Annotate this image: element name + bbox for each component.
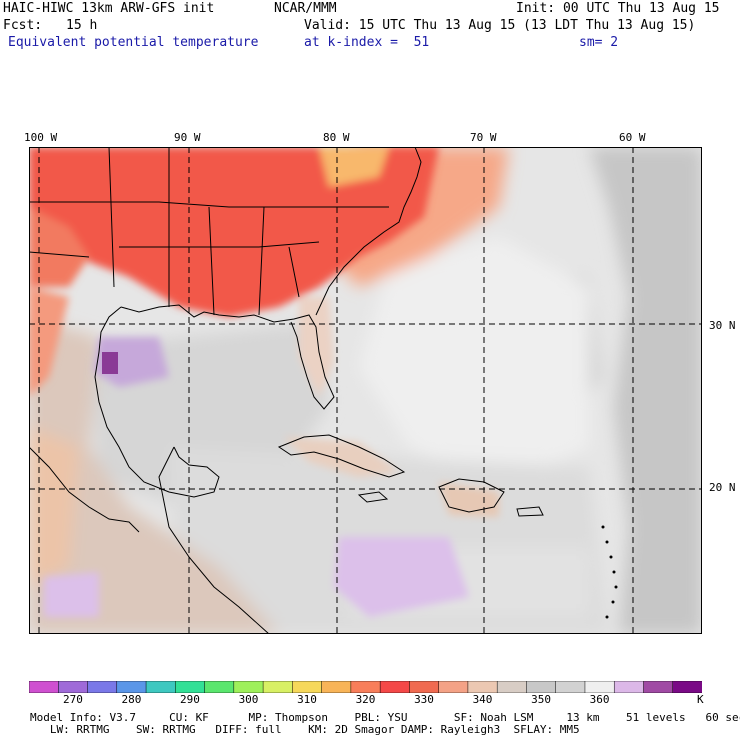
colorbar-swatch — [87, 681, 118, 693]
colorbar-swatch — [175, 681, 206, 693]
high-theta-e-patch — [102, 352, 118, 374]
smoothing-label: sm= 2 — [579, 35, 619, 50]
lat-lon-grid — [29, 147, 702, 634]
model-info-line2: LW: RRTMG SW: RRTMG DIFF: full KM: 2D Sm… — [30, 723, 580, 736]
colorbar-tick-label: 290 — [179, 693, 200, 706]
colorbar-tick-label: 300 — [238, 693, 259, 706]
colorbar-swatch — [350, 681, 381, 693]
colorbar-tick-label: 360 — [589, 693, 610, 706]
field-name: Equivalent potential temperature — [8, 35, 259, 50]
colorbar-swatch — [584, 681, 615, 693]
colorbar-swatch — [379, 681, 411, 693]
colorbar-tick-label: 350 — [531, 693, 552, 706]
colorbar-swatch — [555, 681, 586, 693]
colorbar — [29, 681, 702, 693]
colorbar-swatch — [292, 681, 323, 693]
init-time: Init: 00 UTC Thu 13 Aug 15 — [516, 1, 720, 16]
lon-label-100w: 100 W — [24, 131, 58, 144]
colorbar-tick-label: 340 — [472, 693, 493, 706]
colorbar-swatch — [204, 681, 235, 693]
colorbar-swatch — [262, 681, 294, 693]
forecast-label: Fcst: — [3, 18, 43, 33]
lat-label-30n: 30 N — [709, 319, 736, 332]
colorbar-swatch — [409, 681, 440, 693]
map-frame — [29, 147, 702, 634]
lon-label-70w: 70 W — [470, 131, 497, 144]
colorbar-swatch — [58, 681, 89, 693]
colorbar-tick-label: 270 — [62, 693, 83, 706]
colorbar-swatch — [643, 681, 674, 693]
colorbar-swatch — [116, 681, 147, 693]
colorbar-swatch — [526, 681, 557, 693]
lesser-antilles — [601, 525, 618, 619]
coastlines — [29, 147, 544, 634]
lon-label-60w: 60 W — [619, 131, 646, 144]
colorbar-unit: K — [697, 693, 704, 706]
model-title: HAIC-HIWC 13km ARW-GFS init — [3, 1, 215, 16]
colorbar-tick-label: 320 — [355, 693, 376, 706]
colorbar-swatch — [29, 681, 60, 693]
forecast-hour: 15 h — [66, 18, 98, 33]
lat-label-20n: 20 N — [709, 481, 736, 494]
model-info-line1: Model Info: V3.7 CU: KF MP: Thompson PBL… — [30, 711, 740, 724]
colorbar-tick-label: 310 — [297, 693, 317, 706]
colorbar-swatch — [233, 681, 264, 693]
colorbar-tick-label: 280 — [121, 693, 142, 706]
level-label: at k-index = 51 — [304, 35, 430, 50]
colorbar-swatch — [438, 681, 469, 693]
colorbar-tick-label: 330 — [414, 693, 434, 706]
lon-label-80w: 80 W — [323, 131, 350, 144]
equivalent-potential-temperature-map — [29, 147, 702, 634]
organization-label: NCAR/MMM — [274, 1, 337, 16]
colorbar-swatch — [321, 681, 352, 693]
colorbar-swatch — [613, 681, 645, 693]
colorbar-swatch — [145, 681, 177, 693]
colorbar-swatch — [496, 681, 528, 693]
colorbar-swatch — [467, 681, 498, 693]
valid-time: Valid: 15 UTC Thu 13 Aug 15 (13 LDT Thu … — [304, 18, 696, 33]
colorbar-swatch — [672, 681, 702, 693]
lon-label-90w: 90 W — [174, 131, 201, 144]
